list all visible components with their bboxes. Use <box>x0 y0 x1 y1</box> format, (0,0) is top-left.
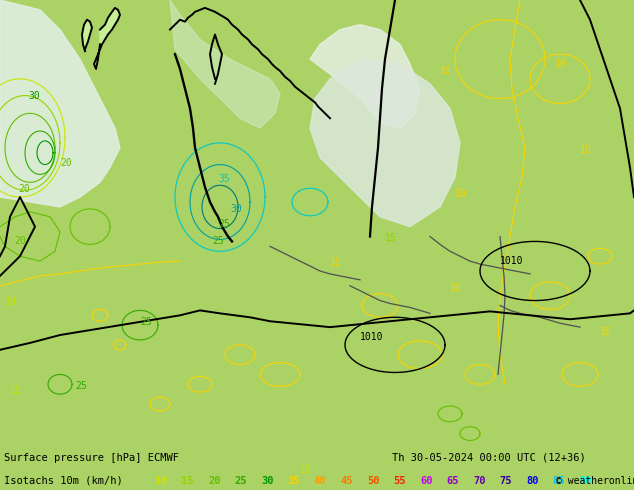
Polygon shape <box>0 0 120 207</box>
Text: 20: 20 <box>14 236 26 246</box>
Text: 85: 85 <box>552 476 565 486</box>
Text: 80: 80 <box>526 476 538 486</box>
Text: 45: 45 <box>340 476 353 486</box>
Text: 10: 10 <box>600 327 612 337</box>
Text: 10: 10 <box>10 386 22 396</box>
Text: © weatheronline.co.uk: © weatheronline.co.uk <box>556 476 634 486</box>
Text: 90: 90 <box>579 476 592 486</box>
Polygon shape <box>310 59 460 227</box>
Polygon shape <box>170 0 280 128</box>
Text: 10: 10 <box>5 297 16 307</box>
Text: 10: 10 <box>455 189 467 199</box>
Text: 10: 10 <box>555 59 567 69</box>
Text: 40: 40 <box>314 476 327 486</box>
Text: 70: 70 <box>473 476 486 486</box>
Text: 75: 75 <box>500 476 512 486</box>
Text: Surface pressure [hPa] ECMWF: Surface pressure [hPa] ECMWF <box>4 452 179 463</box>
Text: 1010: 1010 <box>360 332 384 342</box>
Text: 10: 10 <box>580 145 592 155</box>
Text: 25: 25 <box>218 219 230 229</box>
Text: 1010: 1010 <box>500 256 524 266</box>
Text: Th 30-05-2024 00:00 UTC (12+36): Th 30-05-2024 00:00 UTC (12+36) <box>392 452 586 463</box>
Text: 10: 10 <box>440 66 452 76</box>
Text: 55: 55 <box>394 476 406 486</box>
Polygon shape <box>310 24 420 128</box>
Text: 15: 15 <box>385 233 397 244</box>
Polygon shape <box>94 8 120 69</box>
Text: 30: 30 <box>230 204 242 214</box>
Text: 10: 10 <box>330 258 342 268</box>
Text: 30: 30 <box>28 91 40 100</box>
Text: 25: 25 <box>75 381 87 391</box>
Text: 65: 65 <box>446 476 459 486</box>
Text: 20: 20 <box>18 184 30 194</box>
Text: 10: 10 <box>450 283 462 293</box>
Text: 50: 50 <box>367 476 380 486</box>
Text: 35: 35 <box>218 174 230 184</box>
Text: 25: 25 <box>140 317 152 327</box>
Text: 20: 20 <box>60 158 72 168</box>
Text: 25: 25 <box>212 236 224 246</box>
Polygon shape <box>82 20 92 51</box>
Text: 10: 10 <box>300 465 312 475</box>
Text: 35: 35 <box>287 476 300 486</box>
Text: 10: 10 <box>155 476 167 486</box>
Text: 20: 20 <box>208 476 221 486</box>
Text: 60: 60 <box>420 476 432 486</box>
Text: 25: 25 <box>235 476 247 486</box>
Text: 30: 30 <box>261 476 273 486</box>
Text: 15: 15 <box>181 476 194 486</box>
Text: Isotachs 10m (km/h): Isotachs 10m (km/h) <box>4 476 123 486</box>
